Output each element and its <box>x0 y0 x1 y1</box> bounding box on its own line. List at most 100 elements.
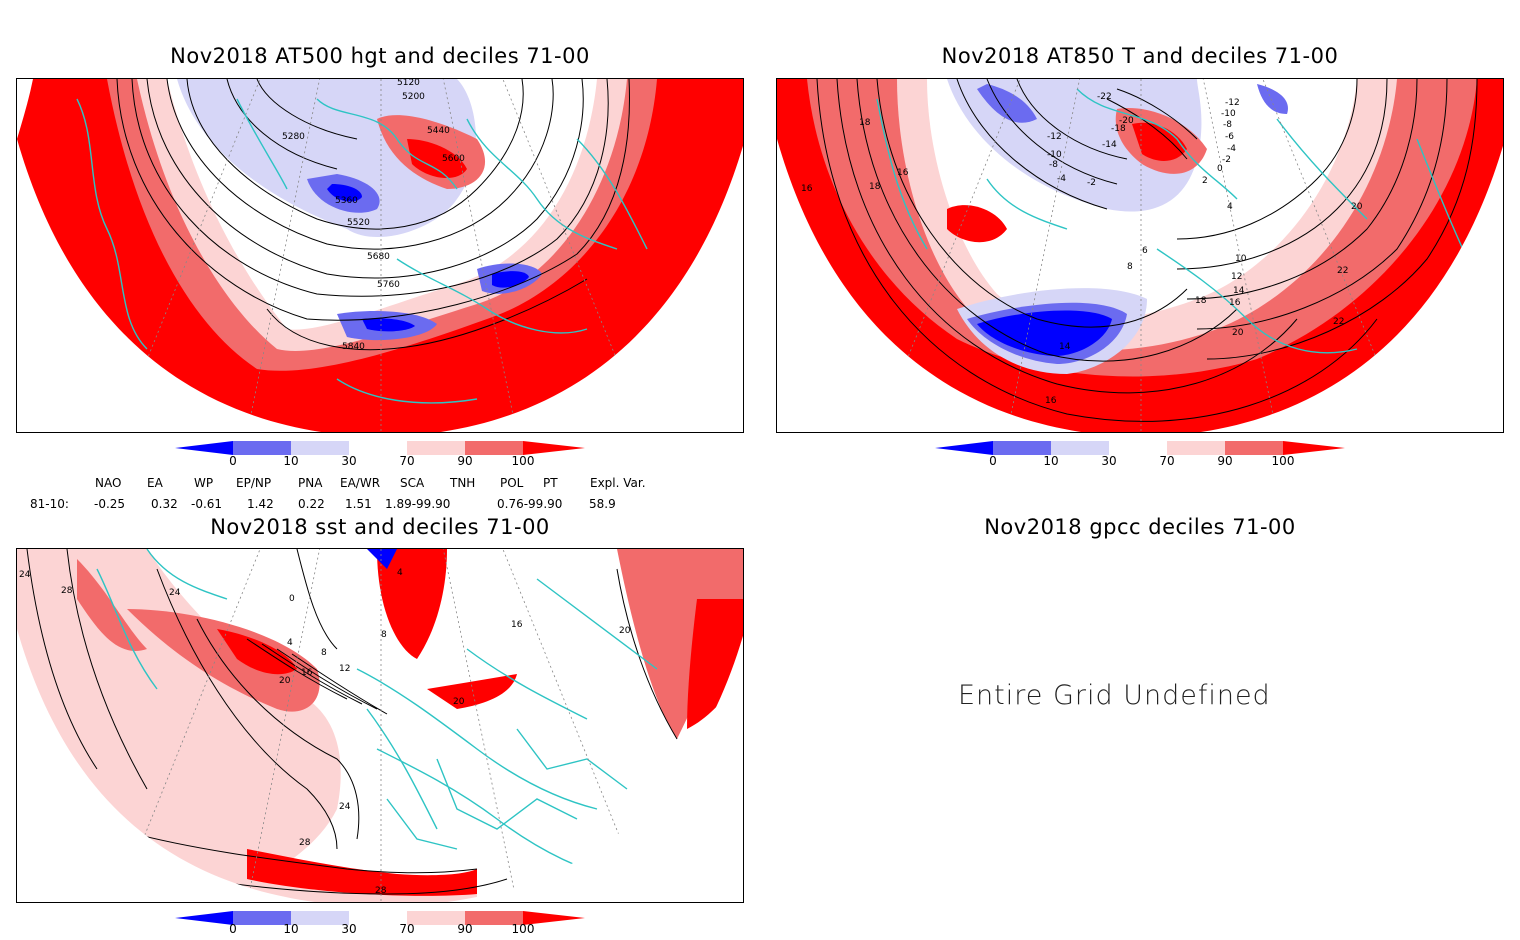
coastlines <box>96 549 658 880</box>
sst-contour-labels: 24 28 24 0 4 8 12 16 20 24 28 28 4 8 16 … <box>19 568 631 896</box>
decile-0-fill-med <box>362 318 415 332</box>
colorbar-swatch <box>523 441 585 455</box>
contour-label: 5200 <box>402 92 425 102</box>
index-header: PNA <box>298 476 323 490</box>
index-header: SCA <box>400 476 425 490</box>
colorbar-swatch <box>1167 441 1225 455</box>
colorbar-tick: 100 <box>1271 454 1295 468</box>
t850-contour-labels: -22 -12 -10 -8 -6 -4 -2 -20 -18 -14 -12 … <box>801 92 1363 406</box>
contour-label: 20 <box>1232 328 1244 338</box>
contour-label: -12 <box>1047 132 1062 142</box>
coastlines <box>76 98 648 404</box>
colorbar-tick: 100 <box>511 454 535 468</box>
colorbar-tick: 10 <box>283 922 299 936</box>
contour-label: -2 <box>1087 178 1096 188</box>
index-header: NAO <box>95 476 122 490</box>
contour-label: 5520 <box>347 218 370 228</box>
index-value: 1.89-99.90 <box>385 497 451 511</box>
contour-label: 18 <box>869 182 881 192</box>
colorbar-swatches <box>175 441 585 455</box>
contour-label: 22 <box>1333 317 1344 327</box>
colorbar-swatch <box>291 911 349 925</box>
colorbar-swatch <box>993 441 1051 455</box>
decile-10-fill-ne <box>1257 84 1288 114</box>
contour-label: 16 <box>1045 396 1057 406</box>
contour-label: 2 <box>1202 176 1208 186</box>
contour-label: 28 <box>61 586 73 596</box>
colorbar-swatch <box>349 441 407 455</box>
colorbar-tick: 30 <box>341 922 357 936</box>
contour-label: 18 <box>1195 296 1207 306</box>
colorbar-tick: 10 <box>283 454 299 468</box>
decile-high-fill-scand <box>407 139 467 179</box>
gpcc-panel-title: Nov2018 gpcc deciles 71-00 <box>984 515 1296 539</box>
outside-right <box>440 145 743 432</box>
sst-map: 24 28 24 0 4 8 12 16 20 24 28 28 4 8 16 … <box>17 549 743 902</box>
outside-corner-left <box>17 79 33 139</box>
contour-label: 10 <box>1235 254 1247 264</box>
contour-label: 18 <box>859 118 871 128</box>
contour-label: -20 <box>1119 116 1134 126</box>
colorbar-swatch <box>1225 441 1283 455</box>
contour-label: 16 <box>1229 298 1241 308</box>
t850-panel-title: Nov2018 AT850 T and deciles 71-00 <box>941 44 1339 68</box>
contour-label: -12 <box>1225 98 1240 108</box>
colorbar-swatch <box>1051 441 1109 455</box>
colorbar-swatch <box>523 911 585 925</box>
contour-label: 20 <box>619 626 631 636</box>
colorbar-swatch <box>935 441 993 455</box>
colorbar-tick: 90 <box>457 454 473 468</box>
contour-label: 12 <box>339 664 350 674</box>
outside-left <box>17 139 322 432</box>
colorbar-tick: 70 <box>399 922 415 936</box>
t850-map-panel: -22 -12 -10 -8 -6 -4 -2 -20 -18 -14 -12 … <box>776 78 1504 433</box>
index-value: 0.32 <box>151 497 178 511</box>
decile-high-fill-e <box>687 599 743 729</box>
index-header: WP <box>194 476 214 490</box>
contour-label: 20 <box>453 697 465 707</box>
hgt-map-panel: 5120 5200 5280 5440 5600 5360 5520 5680 … <box>16 78 744 433</box>
contour-label: 5680 <box>367 252 390 262</box>
contour-label: -22 <box>1097 92 1112 102</box>
outside-right <box>446 635 743 902</box>
colorbar-swatch <box>175 441 233 455</box>
contour-label: 14 <box>1059 342 1071 352</box>
contour-label: 5280 <box>282 132 305 142</box>
contour-label: 5360 <box>335 196 358 206</box>
index-header: EA/WR <box>340 476 381 490</box>
graticule <box>117 549 647 902</box>
contour-label: 28 <box>375 886 387 896</box>
colorbar-swatch <box>175 911 233 925</box>
decile-90-fill-e <box>617 549 743 739</box>
hgt-map: 5120 5200 5280 5440 5600 5360 5520 5680 … <box>17 79 743 432</box>
colorbar-tick: 100 <box>511 922 535 936</box>
contour-label: -10 <box>1221 109 1236 119</box>
contour-label: 4 <box>397 568 403 578</box>
colorbar-top-right: 0 10 30 70 90 100 <box>935 440 1345 470</box>
graticule <box>117 79 647 432</box>
t850-map: -22 -12 -10 -8 -6 -4 -2 -20 -18 -14 -12 … <box>777 79 1503 432</box>
hgt-contour-labels: 5120 5200 5280 5440 5600 5360 5520 5680 … <box>282 79 465 352</box>
contour-label: 24 <box>169 588 181 598</box>
contour-label: 8 <box>1127 262 1133 272</box>
decile-high-fill-norway <box>377 549 447 659</box>
index-header: EP/NP <box>236 476 272 490</box>
decile-90-fill-gulf <box>127 609 320 712</box>
colorbar-tick: 30 <box>1101 454 1117 468</box>
contour-label: 8 <box>321 648 327 658</box>
contour-label: 16 <box>801 184 813 194</box>
temperature-contours <box>816 79 1478 422</box>
contour-label: -14 <box>1102 140 1117 150</box>
index-value: 58.9 <box>589 497 616 511</box>
colorbar-tick: 70 <box>1159 454 1175 468</box>
index-value: 1.51 <box>345 497 372 511</box>
hgt-panel-title: Nov2018 AT500 hgt and deciles 71-00 <box>170 44 590 68</box>
contour-label: 16 <box>897 168 909 178</box>
contour-label: -2 <box>1222 155 1231 165</box>
colorbar-swatches <box>175 911 585 925</box>
index-value: 1.42 <box>247 497 274 511</box>
contour-label: -8 <box>1223 120 1232 130</box>
colorbar-swatch <box>465 441 523 455</box>
contour-label: 24 <box>19 570 31 580</box>
decile-high-fill-med <box>427 674 517 709</box>
